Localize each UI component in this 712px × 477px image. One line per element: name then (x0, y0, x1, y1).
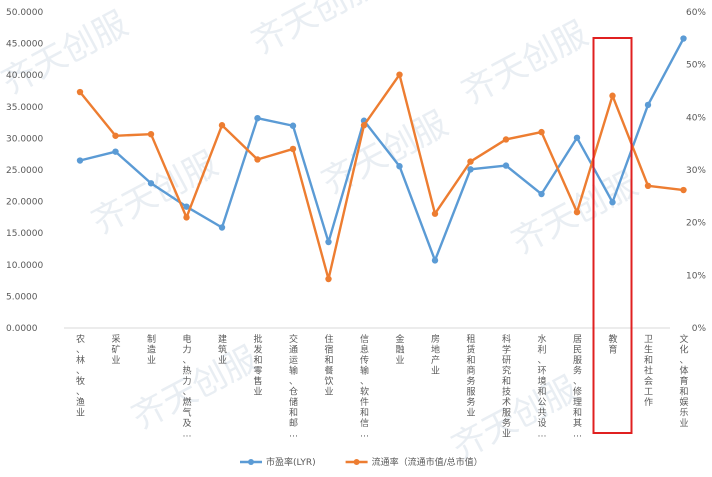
data-point (254, 114, 261, 122)
data-point (112, 132, 119, 139)
legend-label: 市盈率(LYR) (266, 456, 316, 468)
data-point (147, 180, 155, 187)
left-tick-label: 0.0000 (6, 324, 38, 334)
watermark-text: 齐天创服 (455, 14, 594, 113)
right-axis: 0% 10% 20% 30% 40% 50% 60% (686, 8, 706, 334)
highlight-box (592, 37, 633, 434)
category-label: 居民服务、修理和其… (573, 334, 582, 440)
category-label: 批发和零售业 (254, 333, 263, 398)
data-point (289, 145, 297, 153)
category-labels: 农、林、牧、渔业 采矿业 制造业 电力、热力、燃气及… 建筑业 批发和零售业 交通运输、仓储… (76, 333, 689, 440)
category-label: 教育 (609, 333, 618, 356)
data-point (573, 208, 581, 216)
data-point (254, 156, 261, 163)
category-label: 制造业 (147, 333, 156, 366)
category-label: 采矿业 (112, 334, 121, 366)
data-point (467, 158, 474, 165)
category-label: 建筑业 (218, 333, 227, 366)
data-point (325, 275, 332, 283)
data-point (218, 122, 226, 129)
category-label: 住宿和餐饮业 (325, 333, 334, 398)
left-tick-label: 35.0000 (6, 103, 43, 113)
data-point (609, 199, 616, 206)
category-label: 文化、体育和娱乐业 (680, 333, 689, 429)
right-tick-label: 20% (686, 219, 706, 229)
legend-marker (248, 459, 254, 465)
data-point (183, 214, 190, 221)
left-tick-label: 20.0000 (6, 198, 43, 208)
left-tick-label: 5.0000 (6, 292, 38, 302)
left-axis: 0.0000 5.0000 10.0000 15.0000 20.0000 25.0000… (6, 8, 43, 334)
left-tick-label: 25.0000 (6, 166, 43, 176)
left-tick-label: 15.0000 (6, 229, 43, 239)
right-tick-label: 30% (686, 166, 706, 176)
category-label: 农、林、牧、渔业 (76, 333, 85, 419)
data-point (644, 182, 652, 189)
data-point (76, 88, 84, 96)
data-point (502, 136, 510, 143)
category-label: 科学研究和技术服务业 (502, 333, 511, 440)
data-point (573, 134, 581, 141)
right-tick-label: 10% (686, 271, 706, 281)
left-tick-label: 45.0000 (6, 40, 43, 50)
data-point (538, 128, 545, 136)
data-point (467, 166, 474, 173)
series-layer (76, 35, 687, 283)
watermark-text: 齐天创服 (245, 0, 384, 63)
category-label: 信息传输、软件和信… (360, 333, 369, 440)
left-tick-label: 40.0000 (6, 71, 43, 81)
category-label: 房地产业 (431, 333, 440, 377)
right-tick-label: 50% (686, 61, 706, 71)
data-point (396, 163, 403, 170)
data-point (112, 148, 119, 155)
data-point (76, 157, 84, 164)
data-point (502, 162, 510, 169)
right-tick-label: 60% (686, 8, 706, 18)
data-point (147, 130, 155, 138)
legend-marker (353, 459, 360, 465)
legend-label: 流通率（流通市值/总市值） (372, 456, 483, 468)
data-point (360, 122, 368, 129)
data-point (289, 122, 297, 129)
data-point (680, 35, 687, 42)
left-tick-label: 30.0000 (6, 134, 43, 144)
series-line (79, 73, 684, 281)
left-tick-label: 50.0000 (6, 8, 43, 18)
legend: 市盈率(LYR) 流通率（流通市值/总市值） (240, 456, 483, 468)
watermark-text: 齐天创服 (315, 104, 454, 203)
right-tick-label: 40% (686, 113, 706, 123)
right-tick-label: 0% (692, 324, 707, 334)
data-point (183, 203, 190, 210)
left-tick-label: 10.0000 (6, 261, 43, 271)
data-point (396, 71, 403, 78)
category-label: 水利、环境和公共设… (538, 333, 547, 440)
data-point (680, 186, 687, 194)
data-point (431, 257, 439, 264)
category-label: 交通运输、仓储和邮… (289, 333, 298, 440)
watermark-text: 齐天创服 (85, 144, 224, 243)
data-point (609, 92, 616, 99)
data-point (431, 210, 439, 217)
category-label: 租赁和商务服务业 (467, 334, 476, 419)
data-point (325, 238, 332, 246)
watermark-text: 齐天创服 (0, 4, 134, 103)
data-point (538, 190, 545, 198)
category-label: 电力、热力、燃气及… (183, 333, 192, 440)
data-point (218, 224, 226, 231)
category-label: 卫生和社会工作 (644, 335, 653, 408)
category-label: 金融业 (396, 333, 405, 366)
data-point (644, 101, 652, 109)
